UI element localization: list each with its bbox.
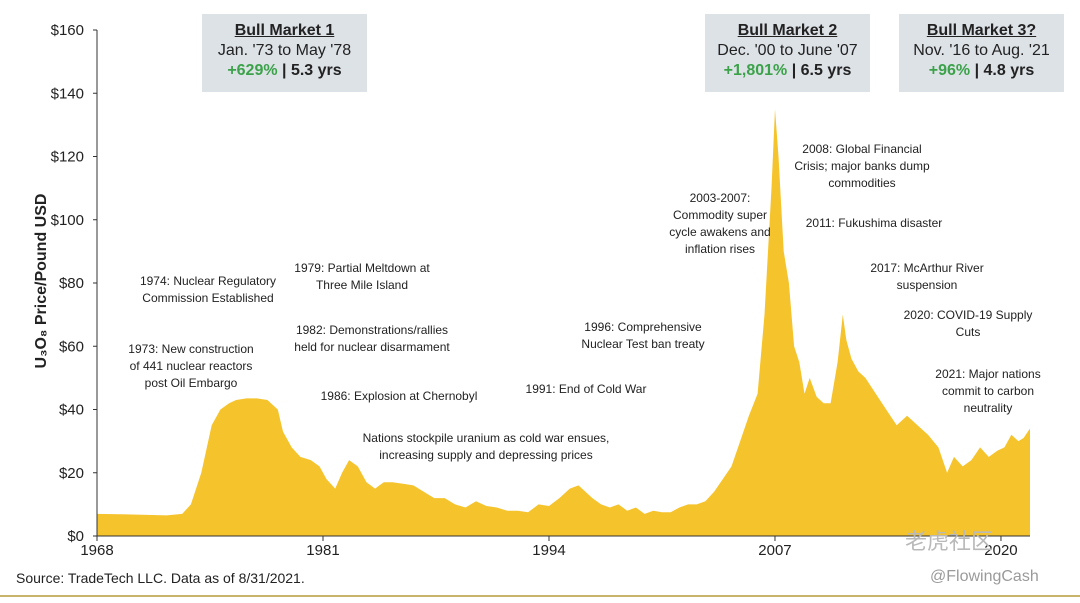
x-tick-label: 1994 (532, 542, 565, 559)
bull-market-3-sep: | (970, 62, 984, 79)
annotation: 2003-2007: Commodity super cycle awakens a… (669, 191, 771, 256)
annotation: 1973: New construction of 441 nuclear rea… (128, 342, 254, 390)
x-tick-label: 2020 (984, 542, 1017, 559)
bull-market-3-dates: Nov. '16 to Aug. '21 (913, 42, 1050, 59)
watermark-handle: @FlowingCash (930, 568, 1039, 585)
source-note: Source: TradeTech LLC. Data as of 8/31/2… (16, 570, 305, 586)
y-tick-label: $0 (67, 528, 84, 545)
bull-market-3-title: Bull Market 3? (926, 22, 1037, 39)
annotation: Nations stockpile uranium as cold war en… (362, 431, 610, 462)
bull-market-2-duration: 6.5 yrs (800, 62, 852, 79)
bull-market-3-duration: 4.8 yrs (983, 62, 1035, 79)
annotation: 1979: Partial Meltdown at Three Mile Isla… (294, 261, 430, 292)
bull-market-1-sep: | (277, 62, 291, 79)
bull-market-2-gain: +1,801% (723, 62, 788, 79)
y-tick-label: $120 (51, 149, 84, 166)
bull-market-2-dates: Dec. '00 to June '07 (717, 42, 858, 59)
y-tick-label: $20 (59, 465, 84, 482)
annotation: 1974: Nuclear Regulatory Commission Estab… (139, 274, 277, 305)
annotation: 2021: Major nations commit to carbon neutr… (935, 367, 1041, 415)
bull-market-2-sep: | (787, 62, 801, 79)
bull-market-1-duration: 5.3 yrs (290, 62, 342, 79)
y-tick-label: $60 (59, 338, 84, 355)
footer-rule (0, 595, 1080, 597)
price-area (97, 109, 1030, 536)
annotation: 1991: End of Cold War (525, 382, 647, 396)
watermark-brand: 老虎社区 (905, 529, 994, 554)
bull-market-1-stats: +629% | 5.3 yrs (202, 62, 367, 80)
y-tick-label: $80 (59, 275, 84, 292)
y-axis-label: U₃O₈ Price/Pound USD (33, 193, 50, 369)
bull-market-2-title: Bull Market 2 (737, 22, 838, 39)
x-tick-label: 1981 (306, 542, 339, 559)
bull-market-1-dates: Jan. '73 to May '78 (217, 42, 352, 59)
y-tick-label: $140 (51, 85, 84, 102)
x-ticks: 1968 1981 1994 2007 2020 (80, 536, 1018, 559)
annotation: 1986: Explosion at Chernobyl (320, 389, 478, 403)
y-ticks: $0 $20 $40 $60 $80 $100 $120 $140 $160 (51, 22, 97, 545)
bull-market-3-box: Bull Market 3? Nov. '16 to Aug. '21 +96%… (899, 14, 1064, 92)
y-tick-label: $100 (51, 212, 84, 229)
bull-market-3-stats: +96% | 4.8 yrs (899, 62, 1064, 80)
annotation: 2017: McArthur River suspension (870, 261, 984, 292)
bull-market-2-box: Bull Market 2 Dec. '00 to June '07 +1,80… (705, 14, 870, 92)
x-tick-label: 1968 (80, 542, 113, 559)
annotation: 1982: Demonstrations/rallies held for nuc… (294, 323, 450, 354)
y-tick-label: $40 (59, 402, 84, 419)
y-tick-label: $160 (51, 22, 84, 39)
annotation: 2011: Fukushima disaster (805, 216, 943, 230)
bull-market-1-gain: +629% (227, 62, 278, 79)
bull-market-2-stats: +1,801% | 6.5 yrs (705, 62, 870, 80)
x-tick-label: 2007 (758, 542, 791, 559)
annotation: 2020: COVID-19 Supply Cuts (903, 308, 1033, 339)
bull-market-3-gain: +96% (928, 62, 971, 79)
bull-market-1-box: Bull Market 1 Jan. '73 to May '78 +629% … (202, 14, 367, 92)
bull-market-1-title: Bull Market 1 (234, 22, 335, 39)
annotation: 2008: Global Financial Crisis; major bank… (794, 142, 930, 190)
annotation: 1996: Comprehensive Nuclear Test ban trea… (581, 320, 705, 351)
